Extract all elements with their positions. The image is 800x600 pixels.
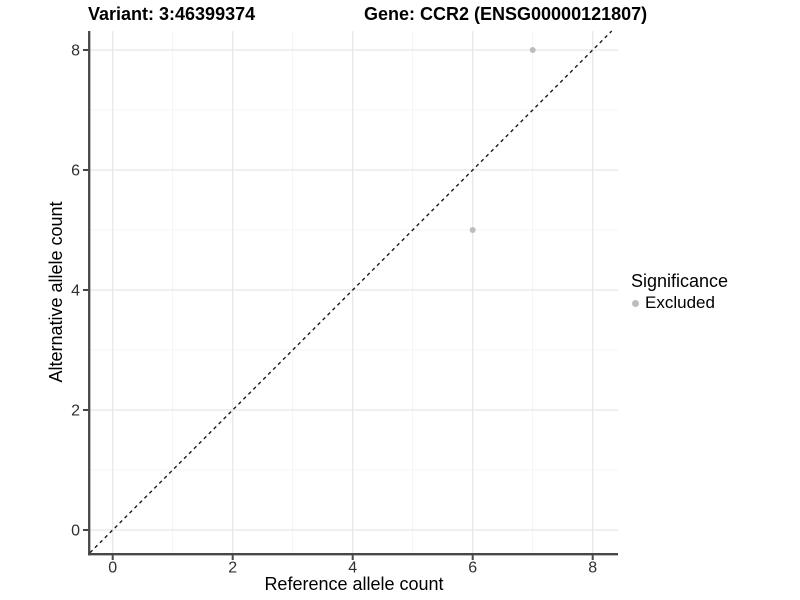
y-tick-label: 4 xyxy=(71,283,80,300)
legend-entry-label: Excluded xyxy=(645,293,715,312)
x-tick-label: 6 xyxy=(468,560,477,577)
y-tick-label: 6 xyxy=(71,163,80,180)
identity-dashed-line xyxy=(89,30,613,554)
x-tick-label: 4 xyxy=(348,560,357,577)
data-point xyxy=(469,227,476,233)
x-tick-label: 2 xyxy=(228,560,237,577)
legend: Significance Excluded xyxy=(631,271,728,313)
legend-entry-excluded: Excluded xyxy=(631,293,728,313)
y-tick-label: 8 xyxy=(71,43,80,60)
variant-title: Variant: 3:46399374 xyxy=(88,4,256,24)
x-axis-title: Reference allele count xyxy=(264,574,443,594)
legend-point-icon xyxy=(632,299,639,307)
x-tick-label: 0 xyxy=(108,560,117,577)
x-tick-label: 8 xyxy=(588,560,597,577)
y-tick-label: 2 xyxy=(71,403,80,420)
y-tick-label: 0 xyxy=(71,523,80,540)
legend-title: Significance xyxy=(631,271,729,291)
y-axis-title: Alternative allele count xyxy=(46,201,66,382)
data-point xyxy=(529,47,536,53)
gene-title: Gene: CCR2 (ENSG00000121807) xyxy=(364,4,648,24)
